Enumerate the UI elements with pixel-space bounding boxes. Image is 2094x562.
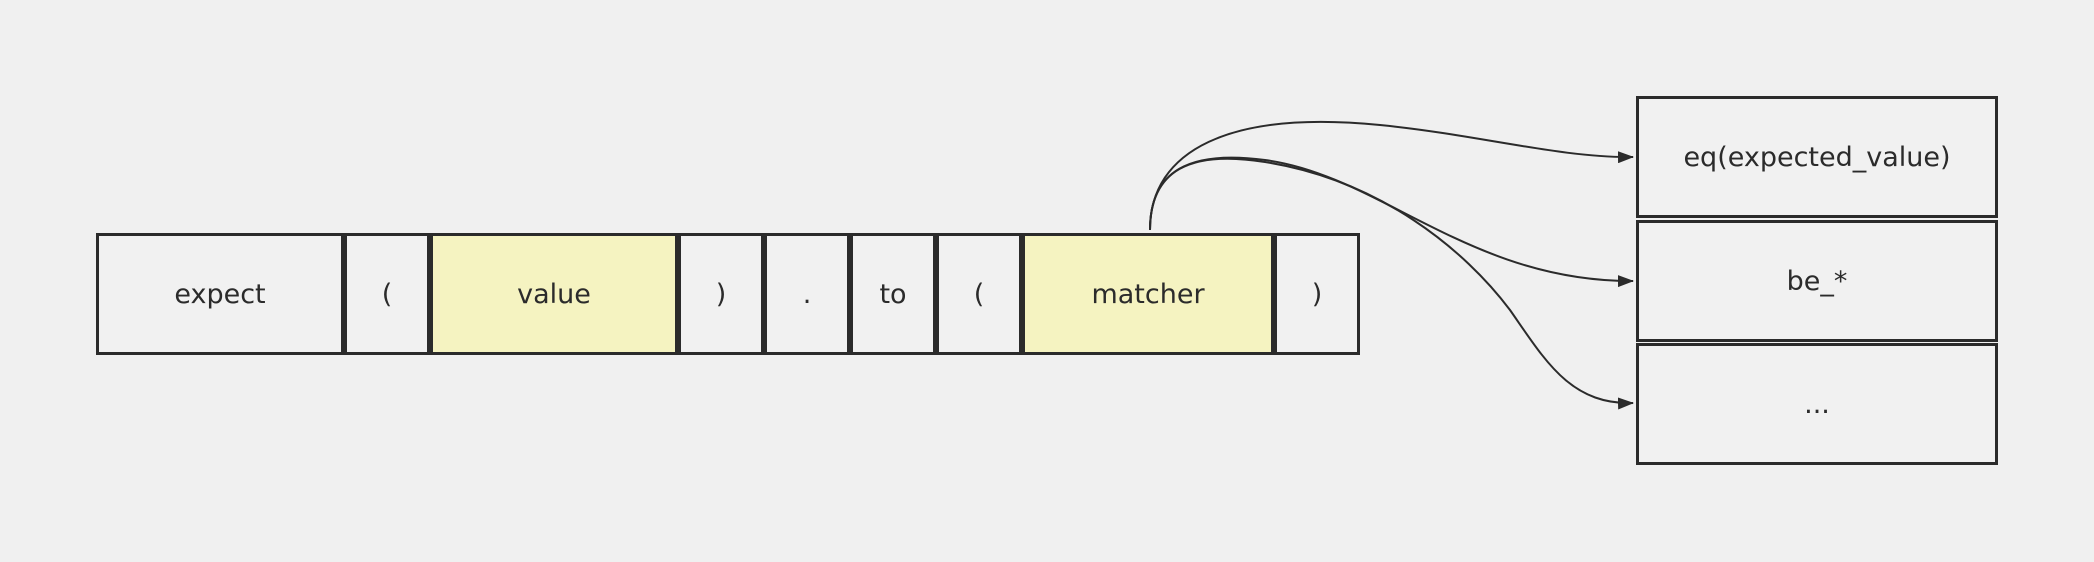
token-close-paren: ) [678,233,764,355]
token-dot: . [764,233,850,355]
matcher-option-more: ... [1636,343,1998,465]
arrow-to-eq [1149,121,1634,231]
token-open-paren: ( [344,233,430,355]
arrow-to-more [1149,157,1634,410]
matcher-option-be: be_* [1636,220,1998,342]
arrow-to-be [1149,156,1634,288]
token-open-paren-2: ( [936,233,1022,355]
token-matcher: matcher [1022,233,1274,355]
token-close-paren-2: ) [1274,233,1360,355]
token-to: to [850,233,936,355]
token-expect: expect [96,233,344,355]
matcher-option-eq: eq(expected_value) [1636,96,1998,218]
token-value: value [430,233,678,355]
